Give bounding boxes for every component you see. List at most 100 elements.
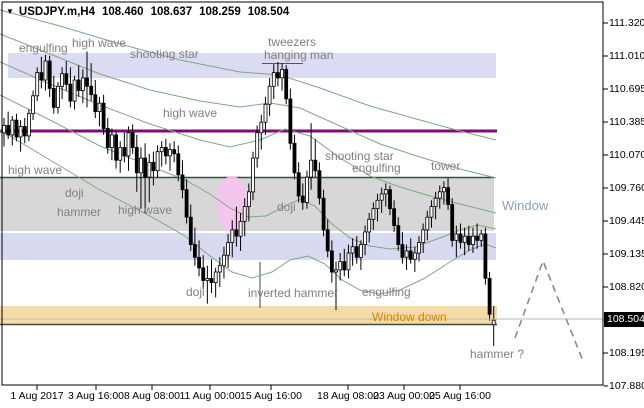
moving-average-line-4 <box>0 94 497 250</box>
bullish-candle <box>462 235 467 243</box>
annotation-engulfing: engulfing <box>19 41 68 55</box>
annotation-hanging-man: hanging man <box>264 48 334 62</box>
bearish-candle <box>172 149 177 155</box>
annotation-window-down: Window down <box>372 310 447 324</box>
bullish-candle <box>350 246 355 254</box>
bullish-candle <box>338 261 343 271</box>
bullish-candle <box>280 69 285 79</box>
bearish-candle <box>6 125 11 136</box>
bearish-candle <box>329 250 334 273</box>
bullish-candle <box>417 242 421 254</box>
bullish-candle <box>2 125 6 134</box>
pattern-highlight-ellipse <box>216 176 248 232</box>
bearish-candle <box>321 197 326 231</box>
bearish-candle <box>475 235 480 241</box>
bullish-candle <box>230 229 235 243</box>
bullish-candle <box>72 79 77 102</box>
moving-average-line-5 <box>0 129 497 295</box>
y-axis-label: 110.070 <box>609 149 644 161</box>
bearish-candle <box>197 256 202 269</box>
candles-layer <box>2 51 496 346</box>
x-axis-label: 25 Aug 16:00 <box>429 390 491 402</box>
open-value: 108.460 <box>101 6 144 18</box>
annotation-high-wave: high wave <box>163 106 218 120</box>
annotation-tweezers: tweezers <box>268 35 317 49</box>
bearish-candle <box>284 69 289 100</box>
bullish-candle <box>259 121 264 134</box>
bearish-candle <box>76 79 81 92</box>
bearish-candle <box>39 72 44 81</box>
plot-frame <box>1 1 604 386</box>
bearish-candle <box>192 244 197 258</box>
annotation-high-wave: high wave <box>72 36 127 50</box>
bullish-candle <box>226 242 231 256</box>
bearish-candle <box>85 77 89 87</box>
bullish-candle <box>43 60 48 81</box>
bullish-candle <box>18 126 23 138</box>
bullish-candle <box>263 103 268 123</box>
bullish-candle <box>213 271 218 284</box>
bearish-candle <box>292 142 297 174</box>
bullish-candle <box>139 157 143 174</box>
close-value: 108.504 <box>247 6 290 18</box>
bullish-candle <box>81 77 85 92</box>
bearish-candle <box>388 189 392 210</box>
annotation-doji: doji <box>186 285 205 299</box>
bullish-candle <box>479 233 484 241</box>
bearish-candle <box>458 233 463 243</box>
bearish-candle <box>51 88 56 108</box>
bearish-candle <box>163 147 168 157</box>
current-price-badge: 108.504 <box>604 312 644 327</box>
bullish-candle <box>56 85 60 108</box>
bullish-candle <box>383 189 388 195</box>
bearish-candle <box>234 229 239 237</box>
bullish-candle <box>425 216 430 231</box>
bearish-candle <box>114 134 118 161</box>
bullish-candle <box>367 218 372 233</box>
bearish-candle <box>130 132 135 148</box>
bearish-candle <box>396 225 401 246</box>
annotation-shooting-star: shooting star <box>130 47 199 61</box>
bullish-candle <box>31 95 36 115</box>
annotation-hammer: hammer ? <box>470 347 525 361</box>
bearish-candle <box>64 73 69 85</box>
y-axis-label: 111.320 <box>609 17 644 29</box>
bearish-candle <box>184 189 189 218</box>
bullish-candle <box>222 254 226 267</box>
bearish-candle <box>105 128 110 148</box>
bullish-candle <box>334 269 338 273</box>
bullish-candle <box>429 206 434 218</box>
bullish-candle <box>491 319 496 326</box>
x-axis-label: 1 Aug 2017 <box>10 390 64 402</box>
bearish-candle <box>392 208 397 226</box>
bearish-candle <box>93 94 98 113</box>
bullish-candle <box>159 147 164 153</box>
bearish-candle <box>325 229 330 252</box>
bullish-candle <box>421 229 426 243</box>
y-axis-label: 108.820 <box>609 281 644 293</box>
y-axis-label: 108.195 <box>609 347 644 359</box>
chart-ohlc-header: ▼ USDJPY.m,H4 108.460 108.637 108.259 108.504 <box>6 6 296 18</box>
annotation-doji: doji <box>65 186 84 200</box>
bearish-candle <box>483 233 488 279</box>
bullish-candle <box>437 191 442 199</box>
bearish-candle <box>22 126 27 137</box>
bearish-candle <box>296 172 301 197</box>
x-axis-label: 18 Aug 08:00 <box>317 390 379 402</box>
y-axis-label: 111.010 <box>609 50 644 62</box>
y-axis-label: 109.760 <box>609 182 644 194</box>
bearish-candle <box>313 159 318 172</box>
bearish-candle <box>143 157 148 178</box>
triangle-icon: ▼ <box>6 7 14 16</box>
bearish-candle <box>176 153 181 176</box>
annotation-window: Window <box>502 198 549 213</box>
band-upper-resistance-zone <box>8 53 496 78</box>
bearish-candle <box>68 83 73 102</box>
bullish-candle <box>255 132 260 159</box>
bearish-candle <box>101 102 106 129</box>
bullish-candle <box>26 113 31 137</box>
bearish-candle <box>408 250 413 260</box>
x-axis-label: 23 Aug 00:00 <box>373 390 435 402</box>
